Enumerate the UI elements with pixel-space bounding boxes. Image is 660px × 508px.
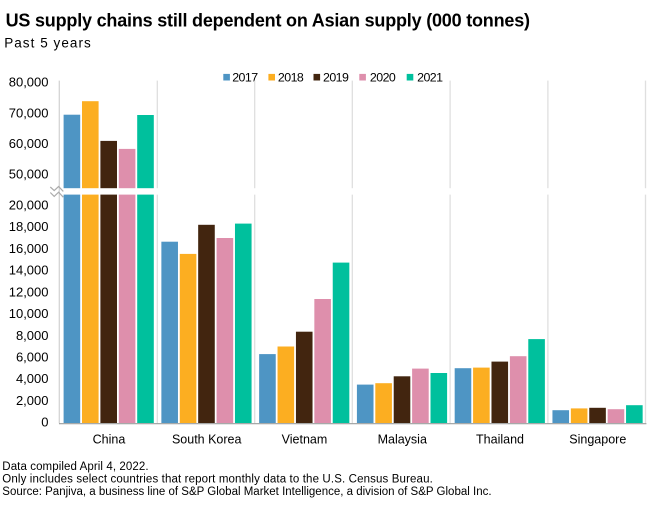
svg-text:16,000: 16,000 <box>9 241 49 256</box>
svg-text:Only includes select countries: Only includes select countries that repo… <box>2 473 433 485</box>
svg-text:Data compiled April 4, 2022.: Data compiled April 4, 2022. <box>2 461 148 473</box>
svg-text:70,000: 70,000 <box>9 106 49 121</box>
svg-text:Thailand: Thailand <box>476 433 524 447</box>
svg-text:60,000: 60,000 <box>9 136 49 151</box>
svg-text:Malaysia: Malaysia <box>378 433 427 447</box>
svg-text:50,000: 50,000 <box>9 167 49 182</box>
svg-text:2018: 2018 <box>278 70 304 84</box>
svg-text:South Korea: South Korea <box>172 433 242 447</box>
svg-text:18,000: 18,000 <box>9 219 49 234</box>
svg-text:2020: 2020 <box>370 70 396 84</box>
svg-text:12,000: 12,000 <box>9 284 49 299</box>
svg-text:80,000: 80,000 <box>9 74 49 89</box>
svg-text:China: China <box>93 433 126 447</box>
svg-text:4,000: 4,000 <box>16 371 49 386</box>
svg-text:Source: Panjiva, a business li: Source: Panjiva, a business line of S&P … <box>2 486 491 498</box>
svg-text:8,000: 8,000 <box>16 328 49 343</box>
svg-text:Past 5 years: Past 5 years <box>4 35 92 50</box>
svg-text:Vietnam: Vietnam <box>282 433 328 447</box>
svg-text:2019: 2019 <box>323 70 349 84</box>
svg-text:US supply chains still depende: US supply chains still dependent on Asia… <box>6 10 530 30</box>
svg-text:10,000: 10,000 <box>9 306 49 321</box>
svg-text:6,000: 6,000 <box>16 350 49 365</box>
svg-text:2,000: 2,000 <box>16 393 49 408</box>
svg-text:2017: 2017 <box>232 70 258 84</box>
svg-text:14,000: 14,000 <box>9 263 49 278</box>
svg-text:2021: 2021 <box>417 70 443 84</box>
svg-text:20,000: 20,000 <box>9 198 49 213</box>
svg-text:Singapore: Singapore <box>569 433 626 447</box>
svg-text:0: 0 <box>41 415 48 430</box>
